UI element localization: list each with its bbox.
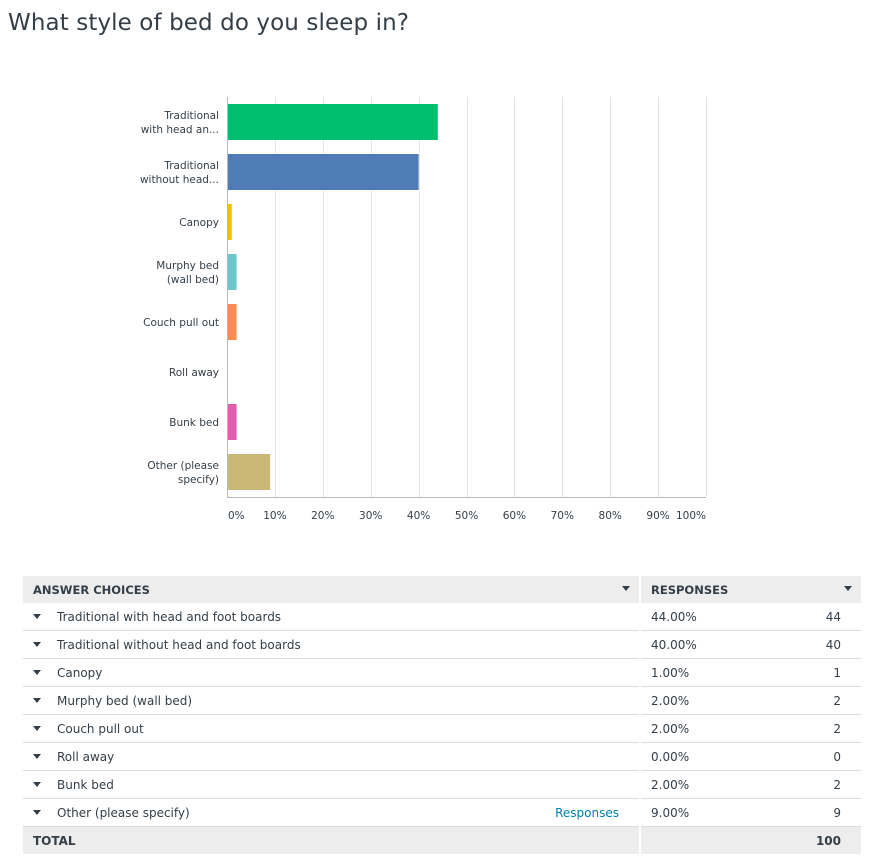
x-tick-label: 70% [551,510,574,522]
answer-choice-cell: Canopy [23,658,640,687]
expand-caret-icon[interactable] [33,669,41,675]
expand-caret-icon[interactable] [33,613,41,619]
response-count-value: 9 [833,806,841,820]
answer-choice-cell: Roll away [23,742,640,771]
table-row: Other (please specify) Responses 9.00% 9 [23,798,861,827]
answer-choices-header[interactable]: ANSWER CHOICES [23,576,640,603]
bar [227,104,438,140]
expand-caret-icon[interactable] [33,753,41,759]
response-count-value: 1 [833,666,841,680]
category-label: with head an... [141,124,219,136]
answer-choice-label: Other (please specify) [57,805,190,820]
answer-choice-label: Couch pull out [57,721,144,736]
table-row: Traditional with head and foot boards 44.… [23,603,861,631]
sort-caret-icon[interactable] [622,586,630,591]
answer-choice-label: Traditional without head and foot boards [57,637,301,652]
total-label: TOTAL [23,826,640,854]
answer-choices-header-label: ANSWER CHOICES [33,582,150,597]
expand-caret-icon[interactable] [33,725,41,731]
response-percent: 0.00% [639,742,861,771]
answer-choice-cell: Other (please specify) Responses [23,798,640,827]
x-tick-label: 90% [646,510,669,522]
answer-choice-label: Murphy bed (wall bed) [57,693,193,708]
responses-header-label: RESPONSES [651,582,729,597]
response-percent: 40.00% [639,630,861,659]
answer-choice-label: Bunk bed [57,777,114,792]
category-label: Couch pull out [143,317,219,329]
sort-caret-icon[interactable] [844,586,852,591]
response-percent: 1.00% [639,658,861,687]
responses-header[interactable]: RESPONSES [639,576,861,603]
category-label: specify) [178,474,219,486]
bar [227,204,232,240]
table-row: Couch pull out 2.00% 2 [23,714,861,743]
response-percent: 2.00% [639,714,861,743]
expand-caret-icon[interactable] [33,809,41,815]
response-count-value: 2 [833,722,841,736]
category-label: Traditional [163,160,219,172]
x-tick-label: 10% [263,510,286,522]
response-percent: 2.00% [639,770,861,799]
category-label: Murphy bed [156,260,219,272]
category-label: without head... [140,174,219,186]
expand-caret-icon[interactable] [33,781,41,787]
question-title: What style of bed do you sleep in? [8,10,410,36]
table-header-row: ANSWER CHOICES RESPONSES [23,576,861,603]
bar [227,154,419,190]
expand-caret-icon[interactable] [33,641,41,647]
bar [227,454,271,490]
bar-chart: Traditional with head an... Traditional wit… [140,97,707,522]
category-label: (wall bed) [167,274,219,286]
answer-choice-label: Traditional with head and foot boards [57,609,282,624]
category-label: Other (please [147,460,219,472]
bar [227,304,237,340]
response-count-value: 0 [833,750,841,764]
total-spacer [639,826,861,854]
x-tick-label: 0% [228,510,245,522]
x-tick-label: 20% [311,510,334,522]
response-count-value: 2 [833,694,841,708]
answer-choice-cell: Traditional without head and foot boards [23,630,640,659]
category-label: Canopy [179,217,219,229]
response-count-value: 40 [825,638,841,652]
bar [227,254,237,290]
answer-choice-cell: Couch pull out [23,714,640,743]
answer-choice-label: Canopy [57,665,103,680]
response-percent: 2.00% [639,686,861,715]
response-percent: 9.00% [639,798,861,827]
response-percent: 44.00% [639,603,861,631]
x-tick-label: 60% [503,510,526,522]
table-row: Bunk bed 2.00% 2 [23,770,861,799]
total-count-value: 100 [815,834,841,848]
response-count-value: 44 [825,610,841,624]
x-tick-label: 40% [407,510,430,522]
table-row: Canopy 1.00% 1 [23,658,861,687]
table-row: Roll away 0.00% 0 [23,742,861,771]
answer-choice-cell: Traditional with head and foot boards [23,603,640,631]
results-table: ANSWER CHOICES RESPONSES Traditional wit… [23,576,861,854]
response-count-value: 2 [833,778,841,792]
x-tick-label: 100% [676,510,706,522]
expand-caret-icon[interactable] [33,697,41,703]
bar [227,404,237,440]
x-tick-label: 50% [455,510,478,522]
answer-choice-cell: Bunk bed [23,770,640,799]
x-tick-label: 80% [599,510,622,522]
table-row: Traditional without head and foot boards… [23,630,861,659]
category-label: Traditional [163,110,219,122]
total-row: TOTAL 100 [23,826,861,854]
table-row: Murphy bed (wall bed) 2.00% 2 [23,686,861,715]
category-label: Bunk bed [169,417,219,429]
answer-choice-cell: Murphy bed (wall bed) [23,686,640,715]
responses-link[interactable]: Responses [555,806,619,820]
x-tick-label: 30% [359,510,382,522]
answer-choice-label: Roll away [57,749,115,764]
category-label: Roll away [169,367,219,379]
